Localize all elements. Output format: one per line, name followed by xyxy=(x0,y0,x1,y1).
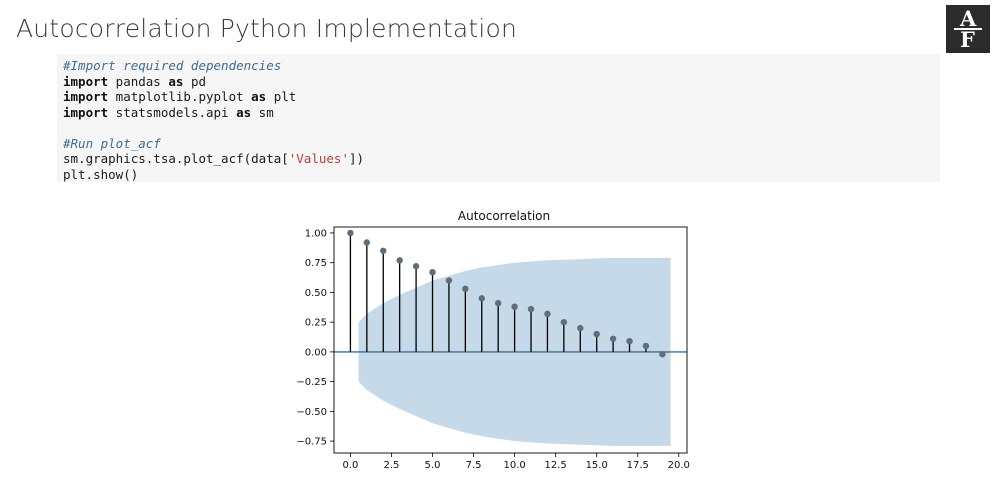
brand-logo: A F xyxy=(946,5,990,53)
acf-point xyxy=(445,277,453,284)
y-tick-label: 0.75 xyxy=(305,258,327,269)
plot-frame xyxy=(333,226,688,454)
x-tick-label: 17.5 xyxy=(627,460,649,471)
x-tick-label: 12.5 xyxy=(545,460,567,471)
code-line-7: sm.graphics.tsa.plot_acf(data['Values']) xyxy=(63,151,940,167)
code-line-1: #Import required dependencies xyxy=(63,58,940,74)
code-text: ]) xyxy=(349,151,365,166)
code-keyword: as xyxy=(236,104,252,120)
logo-letter-top: A xyxy=(960,6,977,31)
plot-layer xyxy=(334,229,687,446)
code-text: sm.graphics.tsa.plot_acf(data[ xyxy=(63,151,289,166)
acf-point xyxy=(363,239,371,246)
axis-layer: 0.0 2.5 5.0 7.5 10.0 12.5 15.0 17.5 20.0 1.00 0.75… xyxy=(296,226,690,471)
code-block: #Import required dependencies import pan… xyxy=(57,54,940,182)
acf-point xyxy=(396,257,403,264)
y-tick-label: −0.25 xyxy=(296,377,327,388)
code-text: sm xyxy=(251,104,274,120)
code-text: matplotlib.pyplot xyxy=(108,89,252,104)
code-comment: #Import required dependencies xyxy=(63,58,282,73)
acf-chart: Autocorrelation 0.0 2.5 5.0 7.5 10.0 12.5 15.0… xyxy=(282,203,702,473)
code-text: pandas xyxy=(108,73,169,89)
acf-point xyxy=(412,263,420,270)
code-text: statsmodels.api xyxy=(108,104,237,120)
acf-point xyxy=(642,342,650,350)
slide-title: Autocorrelation Python Implementation xyxy=(16,14,518,43)
x-tick-label: 7.5 xyxy=(466,460,482,471)
code-text: pd xyxy=(183,73,207,89)
x-tick-label: 0.0 xyxy=(342,460,358,471)
code-comment: #Run plot_acf xyxy=(63,135,161,151)
code-keyword: as xyxy=(251,89,267,104)
code-string: 'Values' xyxy=(288,151,349,166)
x-tick-label: 5.0 xyxy=(425,460,441,471)
y-tick-label: 0.25 xyxy=(305,318,327,329)
logo-divider xyxy=(954,28,982,30)
acf-point xyxy=(577,324,584,332)
logo-letter-bottom: F xyxy=(960,27,975,52)
y-tick-label: −0.50 xyxy=(296,407,327,418)
acf-point xyxy=(626,337,633,345)
y-tick-label: −0.75 xyxy=(296,437,327,448)
acf-point xyxy=(494,299,502,307)
code-line-5 xyxy=(63,120,940,136)
code-line-3: import matplotlib.pyplot as plt xyxy=(63,89,940,105)
code-line-8: plt.show() xyxy=(63,167,940,183)
acf-point xyxy=(380,247,387,254)
acf-point xyxy=(478,295,485,302)
y-tick-label: 0.50 xyxy=(305,288,327,299)
acf-point xyxy=(659,351,666,358)
acf-point xyxy=(347,229,354,237)
acf-point xyxy=(429,269,436,276)
code-keyword: as xyxy=(168,73,184,89)
acf-chart-svg: Autocorrelation 0.0 2.5 5.0 7.5 10.0 12.5 15.0… xyxy=(296,209,690,471)
code-line-6: #Run plot_acf xyxy=(63,136,940,152)
code-text: plt.show() xyxy=(63,166,139,182)
x-tick-label: 2.5 xyxy=(384,460,400,471)
y-tick-label: 1.00 xyxy=(305,228,327,239)
x-tick-label: 20.0 xyxy=(668,460,690,471)
acf-point xyxy=(609,335,617,343)
code-keyword: import xyxy=(63,89,109,104)
y-tick-label: 0.00 xyxy=(305,347,327,358)
code-text: plt xyxy=(266,89,297,104)
chart-title: Autocorrelation xyxy=(458,209,550,223)
x-tick-label: 15.0 xyxy=(586,460,608,471)
acf-point xyxy=(560,318,568,326)
acf-point xyxy=(527,305,535,313)
acf-point xyxy=(544,310,551,318)
code-line-2: import pandas as pd xyxy=(63,74,940,90)
code-line-4: import statsmodels.api as sm xyxy=(63,105,940,121)
code-keyword: import xyxy=(63,104,109,120)
code-keyword: import xyxy=(63,73,109,89)
x-tick-label: 10.0 xyxy=(503,460,525,471)
acf-point xyxy=(593,330,600,338)
acf-point xyxy=(462,285,469,293)
acf-point xyxy=(511,303,518,310)
